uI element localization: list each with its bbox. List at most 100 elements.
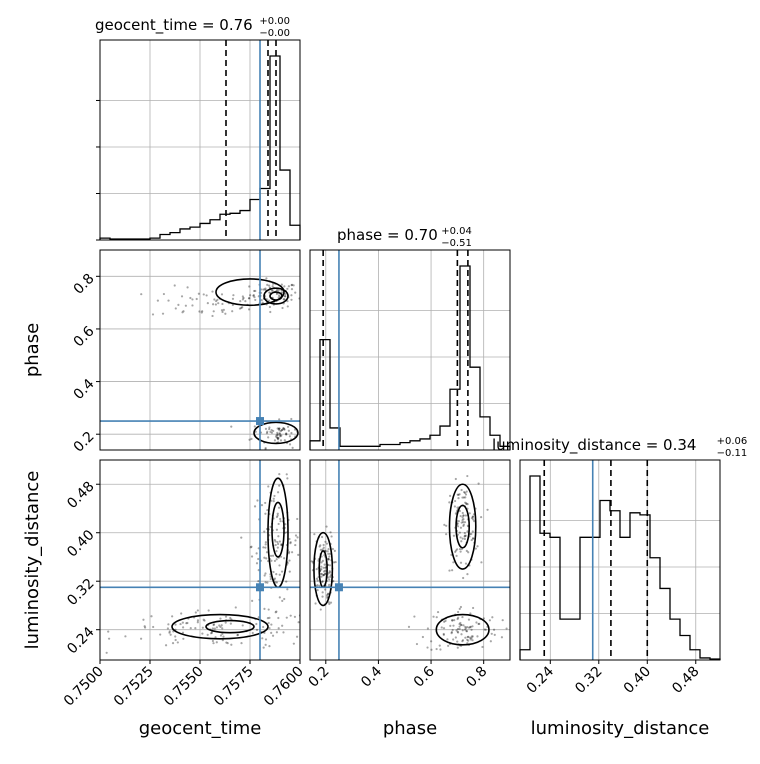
- scatter-point: [462, 496, 466, 499]
- scatter-point: [272, 570, 275, 574]
- scatter-point: [277, 427, 280, 431]
- scatter-point: [448, 569, 451, 572]
- scatter-point: [250, 545, 253, 548]
- scatter-point: [470, 517, 474, 520]
- scatter-point: [459, 526, 463, 529]
- scatter-point: [241, 306, 244, 309]
- scatter-point: [270, 289, 273, 292]
- scatter-point: [321, 559, 325, 562]
- scatter-point: [313, 533, 316, 536]
- scatter-point: [247, 308, 251, 311]
- scatter-point: [292, 284, 295, 287]
- scatter-point: [320, 572, 324, 576]
- scatter-point: [456, 617, 459, 621]
- scatter-panel-geocent_time-vs-phase: 0.2 0.4 0.6 0.8: [71, 249, 306, 456]
- scatter-point: [270, 431, 274, 434]
- scatter-point: [464, 534, 467, 537]
- scatter-point: [184, 304, 187, 307]
- scatter-point: [276, 540, 279, 544]
- scatter-point: [279, 439, 283, 442]
- scatter-point: [221, 632, 224, 636]
- y-tick-label-phase: 0.8: [71, 271, 98, 298]
- scatter-point: [219, 625, 222, 628]
- scatter-point: [143, 625, 146, 628]
- scatter-point: [459, 536, 462, 539]
- hist-title-lower-geocent_time: −0.00: [259, 28, 290, 39]
- scatter-point: [268, 616, 271, 619]
- scatter-point: [468, 636, 472, 639]
- hist-title-geocent_time: geocent_time = 0.76: [95, 16, 253, 35]
- scatter-point: [327, 592, 330, 595]
- scatter-point: [466, 626, 469, 629]
- scatter-point: [454, 499, 457, 503]
- scatter-point: [477, 482, 480, 485]
- x-axis-label-luminosity_distance: luminosity_distance: [531, 718, 710, 739]
- scatter-point: [465, 630, 468, 633]
- scatter-point: [445, 524, 448, 527]
- x-tick-label-luminosity_distance: 0.40: [621, 664, 654, 697]
- x-tick-label-phase: 0.6: [411, 663, 438, 690]
- scatter-point: [461, 629, 464, 632]
- scatter-point: [241, 624, 244, 627]
- scatter-point: [457, 493, 460, 496]
- scatter-point: [276, 433, 279, 437]
- scatter-point: [107, 637, 111, 640]
- scatter-point: [462, 523, 465, 526]
- scatter-point: [273, 577, 277, 580]
- scatter-point: [221, 302, 224, 306]
- scatter-point: [471, 530, 474, 533]
- scatter-point: [447, 644, 450, 647]
- scatter-point: [253, 425, 256, 428]
- scatter-point: [264, 572, 267, 575]
- y-tick-label-luminosity_distance: 0.48: [64, 479, 97, 512]
- scatter-point: [256, 499, 259, 502]
- scatter-point: [265, 432, 269, 435]
- scatter-point: [201, 632, 204, 635]
- scatter-point: [142, 618, 145, 621]
- hist-title-upper-phase: +0.04: [441, 226, 472, 237]
- scatter-point: [453, 618, 456, 622]
- x-tick-label-phase: 0.2: [306, 664, 333, 691]
- scatter-point: [200, 311, 203, 314]
- scatter-point: [455, 548, 459, 551]
- scatter-point: [280, 434, 283, 437]
- hist-panel-phase: phase = 0.70 +0.04−0.51: [309, 226, 511, 451]
- scatter-point: [265, 551, 269, 554]
- scatter-point: [321, 548, 324, 551]
- scatter-point: [316, 584, 319, 587]
- x-tick-label-luminosity_distance: 0.24: [524, 663, 557, 696]
- scatter-point: [274, 611, 277, 614]
- scatter-point: [277, 616, 280, 620]
- scatter-point: [319, 548, 322, 551]
- scatter-point: [230, 643, 233, 646]
- scatter-point: [463, 535, 466, 538]
- scatter-point: [182, 626, 185, 629]
- x-tick-label-geocent_time: 0.7500: [61, 664, 107, 710]
- scatter-point: [219, 617, 222, 620]
- scatter-point: [461, 639, 465, 642]
- scatter-point: [276, 514, 279, 517]
- scatter-point: [327, 552, 330, 555]
- scatter-point: [264, 581, 267, 584]
- scatter-point: [294, 291, 297, 294]
- scatter-point: [464, 501, 467, 504]
- scatter-point: [303, 441, 305, 443]
- scatter-point: [464, 625, 467, 629]
- scatter-point: [294, 543, 297, 547]
- scatter-point: [269, 430, 272, 433]
- scatter-point: [219, 634, 223, 637]
- scatter-point: [283, 285, 286, 288]
- scatter-point: [322, 566, 325, 569]
- scatter-point: [316, 589, 319, 592]
- scatter-point: [328, 602, 331, 606]
- scatter-point: [282, 631, 285, 634]
- scatter-point: [168, 631, 171, 634]
- scatter-point: [277, 542, 280, 546]
- contour-line: [263, 287, 289, 305]
- scatter-point: [465, 629, 468, 633]
- scatter-point: [297, 621, 300, 624]
- scatter-point: [456, 493, 459, 496]
- scatter-point: [151, 313, 155, 316]
- scatter-point: [304, 436, 306, 438]
- scatter-point: [457, 520, 460, 523]
